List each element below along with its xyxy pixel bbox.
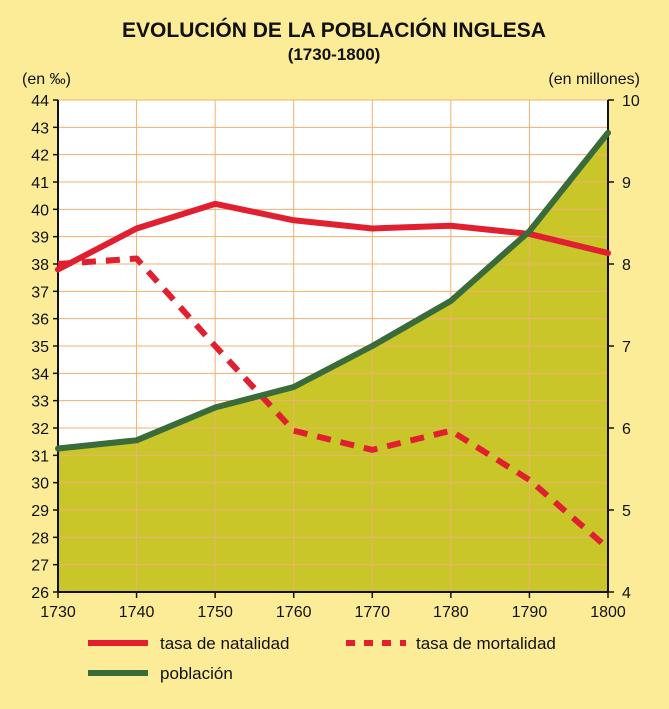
left-tick-label: 40	[31, 202, 49, 219]
right-tick-label: 5	[622, 503, 631, 520]
left-tick-label: 26	[31, 585, 49, 602]
left-tick-label: 33	[31, 394, 49, 411]
right-tick-label: 10	[622, 93, 640, 110]
left-tick-label: 43	[31, 120, 49, 137]
left-tick-label: 41	[31, 175, 49, 192]
left-tick-label: 28	[31, 530, 49, 547]
natalidad-line	[55, 200, 611, 273]
x-tick-label: 1740	[119, 604, 155, 621]
left-tick-label: 36	[31, 312, 49, 329]
left-tick-label: 38	[31, 257, 49, 274]
legend-item-mortalidad: tasa de mortalidad	[346, 634, 556, 653]
left-tick-label: 30	[31, 476, 49, 493]
right-tick-label: 8	[622, 257, 631, 274]
mortalidad-line	[57, 255, 610, 551]
plot-area	[55, 99, 611, 593]
x-tick-label: 1780	[433, 604, 469, 621]
right-tick-label: 6	[622, 421, 631, 438]
legend: tasa de natalidad tasa de mortalidad pob…	[88, 634, 556, 683]
chart-title: EVOLUCIÓN DE LA POBLACIÓN INGLESA	[122, 18, 546, 42]
left-tick-label: 32	[31, 421, 49, 438]
left-tick-label: 31	[31, 448, 49, 465]
left-tick-label: 35	[31, 339, 49, 356]
right-tick-label: 9	[622, 175, 631, 192]
legend-item-natalidad: tasa de natalidad	[88, 634, 290, 653]
right-tick-label: 4	[622, 585, 631, 602]
legend-label-natalidad: tasa de natalidad	[160, 634, 290, 653]
left-tick-label: 29	[31, 503, 49, 520]
left-axis-unit-label: (en ‰)	[22, 71, 71, 88]
right-axis-unit-label: (en millones)	[548, 71, 640, 88]
left-tick-label: 27	[31, 558, 49, 575]
legend-label-poblacion: población	[160, 664, 233, 683]
chart-subtitle: (1730-1800)	[288, 45, 381, 64]
legend-item-poblacion: población	[88, 664, 233, 683]
population-area-fill	[58, 132, 608, 593]
x-tick-label: 1770	[354, 604, 390, 621]
legend-label-mortalidad: tasa de mortalidad	[416, 634, 556, 653]
x-tick-label: 1730	[40, 604, 76, 621]
left-tick-label: 34	[31, 366, 49, 383]
x-tick-label: 1760	[276, 604, 312, 621]
x-tick-label: 1790	[512, 604, 548, 621]
left-tick-label: 37	[31, 284, 49, 301]
left-tick-label: 42	[31, 148, 49, 165]
poblacion-line	[55, 129, 611, 452]
right-tick-label: 7	[622, 339, 631, 356]
axis-ticks: 2627282930313233343536373839404142434445…	[31, 93, 640, 621]
x-tick-label: 1800	[590, 604, 626, 621]
left-tick-label: 44	[31, 93, 49, 110]
x-tick-label: 1750	[197, 604, 233, 621]
left-tick-label: 39	[31, 230, 49, 247]
